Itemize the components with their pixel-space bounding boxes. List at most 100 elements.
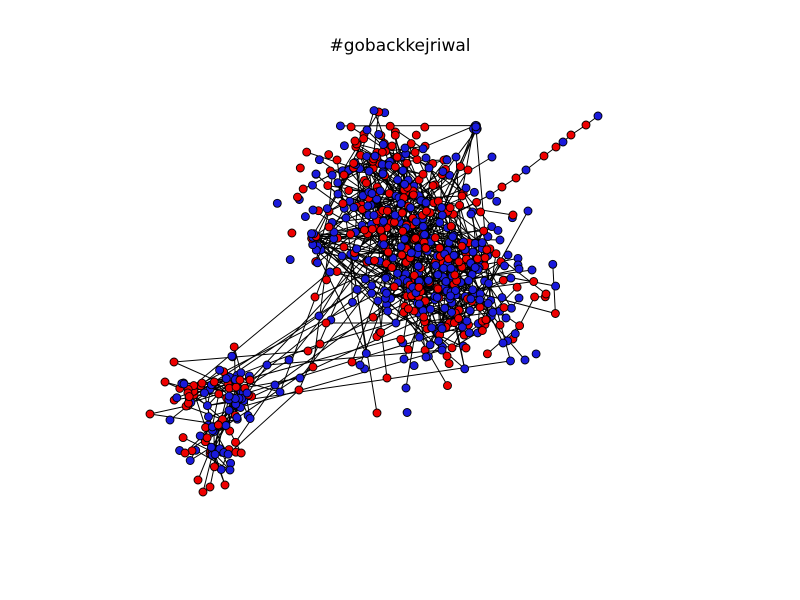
graph-node-red xyxy=(184,392,194,402)
graph-node-red xyxy=(390,130,400,140)
graph-node-red xyxy=(551,142,561,152)
graph-node-red xyxy=(229,342,239,352)
graph-node-blue xyxy=(441,277,451,286)
graph-node-red xyxy=(480,253,490,263)
graph-node-red xyxy=(412,155,422,165)
graph-node-red xyxy=(402,158,412,168)
graph-node-blue xyxy=(215,365,225,375)
graph-node-red xyxy=(472,197,482,207)
graph-node-blue xyxy=(506,356,515,366)
graph-node-red xyxy=(178,433,188,443)
graph-node-red xyxy=(445,203,455,213)
graph-node-red xyxy=(338,199,348,208)
graph-node-blue xyxy=(242,388,252,398)
graph-node-red xyxy=(481,315,491,325)
graph-node-red xyxy=(550,309,560,318)
graph-node-red xyxy=(539,151,549,161)
graph-node-red xyxy=(324,150,334,160)
graph-node-blue xyxy=(341,213,351,223)
graph-node-red xyxy=(385,121,395,131)
graph-node-red xyxy=(443,381,452,391)
graph-node-red xyxy=(359,134,369,144)
graph-node-blue xyxy=(438,167,448,176)
graph-node-blue xyxy=(488,307,498,317)
graph-node-blue xyxy=(382,288,391,298)
graph-node-blue xyxy=(551,281,561,291)
graph-edge xyxy=(424,129,477,235)
graph-node-red xyxy=(482,349,492,359)
graph-node-blue xyxy=(495,235,505,245)
graph-edge xyxy=(395,257,411,324)
graph-edge xyxy=(225,386,237,426)
graph-edge xyxy=(185,405,223,420)
graph-node-red xyxy=(411,233,421,243)
graph-node-red xyxy=(498,275,508,285)
graph-node-blue xyxy=(375,186,385,196)
graph-node-red xyxy=(430,233,440,243)
graph-node-blue xyxy=(447,307,457,317)
graph-node-red xyxy=(530,292,540,302)
graph-edge xyxy=(306,151,354,169)
graph-node-red xyxy=(463,165,473,175)
graph-node-red xyxy=(298,184,308,194)
graph-node-blue xyxy=(221,374,231,384)
graph-edge xyxy=(227,389,300,455)
graph-node-red xyxy=(213,420,223,430)
graph-node-red xyxy=(454,314,464,323)
graph-node-blue xyxy=(210,449,220,459)
graph-node-blue xyxy=(445,291,455,301)
graph-node-red xyxy=(476,207,486,217)
graph-node-red xyxy=(321,318,331,328)
graph-edge xyxy=(451,332,478,349)
graph-node-blue xyxy=(484,278,494,288)
graph-node-blue xyxy=(470,263,480,272)
graph-node-red xyxy=(293,192,302,202)
graph-node-blue xyxy=(418,222,428,231)
graph-node-blue xyxy=(314,155,324,165)
graph-node-blue xyxy=(348,297,357,307)
graph-node-blue xyxy=(224,405,234,415)
graph-node-blue xyxy=(431,260,441,270)
graph-node-red xyxy=(160,377,170,387)
graph-node-red xyxy=(450,270,460,280)
graph-node-blue xyxy=(493,225,503,235)
graph-node-blue xyxy=(381,273,391,283)
graph-node-red xyxy=(457,191,467,201)
graph-node-red xyxy=(350,136,360,146)
graph-node-red xyxy=(302,147,312,157)
graph-node-red xyxy=(455,200,465,210)
graph-node-red xyxy=(349,158,359,168)
graph-node-blue xyxy=(165,415,175,425)
graph-node-red xyxy=(382,373,392,383)
graph-node-red xyxy=(310,292,320,302)
graph-edge xyxy=(201,242,476,384)
graph-node-red xyxy=(376,327,386,337)
graph-node-blue xyxy=(558,137,568,147)
graph-node-blue xyxy=(335,121,345,131)
graph-node-red xyxy=(287,228,297,238)
graph-edge xyxy=(211,393,220,427)
graph-node-blue xyxy=(468,285,478,295)
graph-node-blue xyxy=(421,198,431,208)
graph-node-blue xyxy=(520,355,530,365)
graph-node-blue xyxy=(497,293,507,303)
graph-edge xyxy=(149,405,187,415)
graph-node-blue xyxy=(396,242,406,252)
graph-node-red xyxy=(515,321,525,331)
graph-edge xyxy=(228,267,393,401)
graph-node-red xyxy=(169,357,179,367)
graph-edge xyxy=(193,289,358,396)
graph-node-red xyxy=(372,408,382,418)
graph-node-blue xyxy=(464,328,474,338)
graph-node-blue xyxy=(285,255,295,265)
graph-node-blue xyxy=(457,322,467,332)
graph-node-red xyxy=(346,229,355,239)
graph-node-blue xyxy=(396,199,406,208)
graph-node-blue xyxy=(361,349,371,358)
graph-node-blue xyxy=(548,259,558,269)
graph-node-blue xyxy=(475,295,485,305)
graph-node-red xyxy=(344,186,354,195)
graph-node-blue xyxy=(379,240,389,250)
graph-node-blue xyxy=(308,180,317,190)
graph-node-red xyxy=(322,275,331,285)
